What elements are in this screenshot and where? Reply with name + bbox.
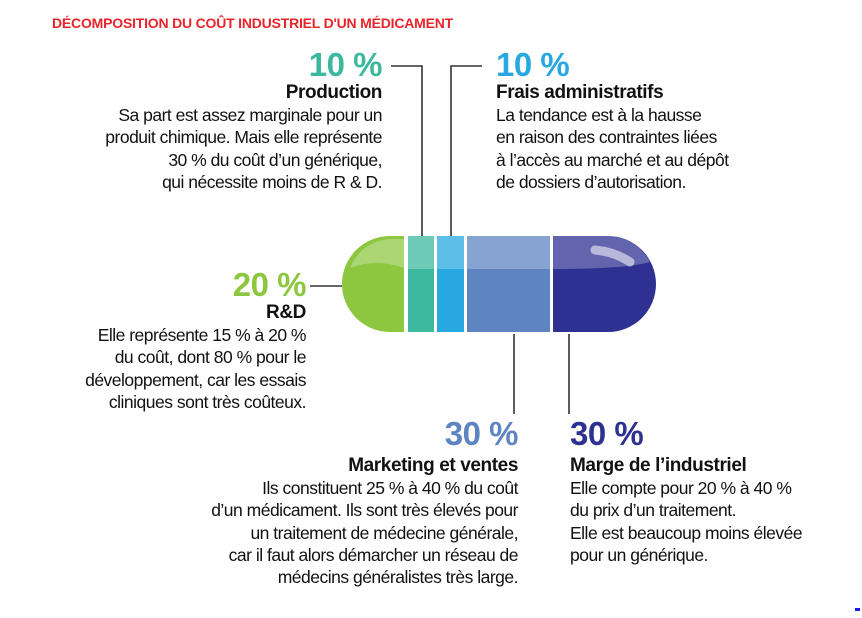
- description-line: Elle est beaucoup moins élevée: [570, 522, 803, 543]
- connector-admin: [450, 65, 482, 236]
- pill-segment-admin: [437, 236, 464, 332]
- rd-heading: R&D: [266, 302, 306, 323]
- marketing-description: Ils constituent 25 % à 40 % du coût d’un …: [211, 477, 518, 588]
- pill-shine: [590, 245, 635, 267]
- pill-segment-marketing: [467, 236, 550, 332]
- description-line: du coût, dont 80 % pour le: [114, 347, 307, 368]
- connector-production: [391, 65, 423, 236]
- admin-heading: Frais administratifs: [496, 82, 664, 103]
- production-heading: Production: [285, 82, 383, 103]
- description-line: développement, car les essais: [85, 369, 306, 390]
- description-line: qui nécessite moins de R & D.: [162, 171, 382, 192]
- description-line: cliniques sont très coûteux.: [108, 391, 307, 412]
- rd-description: Elle représente 15 % à 20 % du coût, dont…: [85, 324, 306, 413]
- rd-percent: 20 %: [232, 266, 307, 303]
- description-line: d’un médicament. Ils sont très élevés po…: [211, 500, 518, 521]
- description-line: à l’accès au marché et au dépôt: [496, 149, 729, 170]
- marketing-heading: Marketing et ventes: [348, 455, 518, 476]
- marge-description: Elle compte pour 20 % à 40 % du prix d’un…: [570, 477, 816, 566]
- pill-highlight-admin: [437, 236, 464, 269]
- description-line: pour un générique.: [570, 544, 708, 565]
- segment-production: 10 % Production Sa part est assez margin…: [105, 48, 382, 193]
- edge-marker: [855, 608, 860, 611]
- segment-admin: 10 % Frais administratifs La tendance es…: [496, 48, 729, 193]
- pill: [342, 236, 656, 332]
- description-line: un traitement de médecine générale,: [250, 522, 518, 543]
- admin-description: La tendance est à la hausse en raison des…: [496, 104, 729, 193]
- segment-rd: 20 % R&D Elle représente 15 % à 20 % du c…: [85, 268, 306, 413]
- pill-segment-rd: [342, 236, 404, 332]
- description-line: de dossiers d’autorisation.: [496, 171, 686, 192]
- description-line: produit chimique. Mais elle représente: [105, 127, 382, 148]
- description-line: 30 % du coût d’un générique,: [168, 149, 382, 170]
- description-line: Sa part est assez marginale pour un: [118, 105, 382, 125]
- description-line: Ils constituent 25 % à 40 % du coût: [262, 478, 518, 498]
- description-line: Elle représente 15 % à 20 %: [97, 325, 307, 345]
- production-description: Sa part est assez marginale pour un produ…: [105, 104, 382, 193]
- marketing-percent: 30 %: [444, 415, 519, 452]
- description-line: médecins généralistes très large.: [277, 567, 519, 588]
- segment-marketing: 30 % Marketing et ventes Ils constituent…: [211, 417, 518, 588]
- description-line: La tendance est à la hausse: [496, 105, 702, 125]
- description-line: car il faut alors démarcher un réseau de: [228, 544, 519, 565]
- marge-percent: 30 %: [570, 417, 644, 452]
- description-line: Elle compte pour 20 % à 40 %: [570, 478, 792, 498]
- pill-segment-production: [408, 236, 434, 332]
- production-percent: 10 %: [308, 46, 383, 83]
- pill-highlight-production: [408, 236, 434, 269]
- admin-percent: 10 %: [496, 46, 570, 83]
- pill-highlight-rd: [350, 239, 404, 268]
- pill-highlight-marketing: [467, 236, 550, 269]
- description-line: en raison des contraintes liées: [496, 127, 717, 148]
- description-line: du prix d’un traitement.: [570, 500, 737, 521]
- marge-heading: Marge de l’industriel: [570, 455, 747, 476]
- segment-marge: 30 % Marge de l’industriel Elle compte p…: [570, 417, 816, 566]
- infographic-title: DÉCOMPOSITION DU COÛT INDUSTRIEL D'UN MÉ…: [52, 15, 454, 31]
